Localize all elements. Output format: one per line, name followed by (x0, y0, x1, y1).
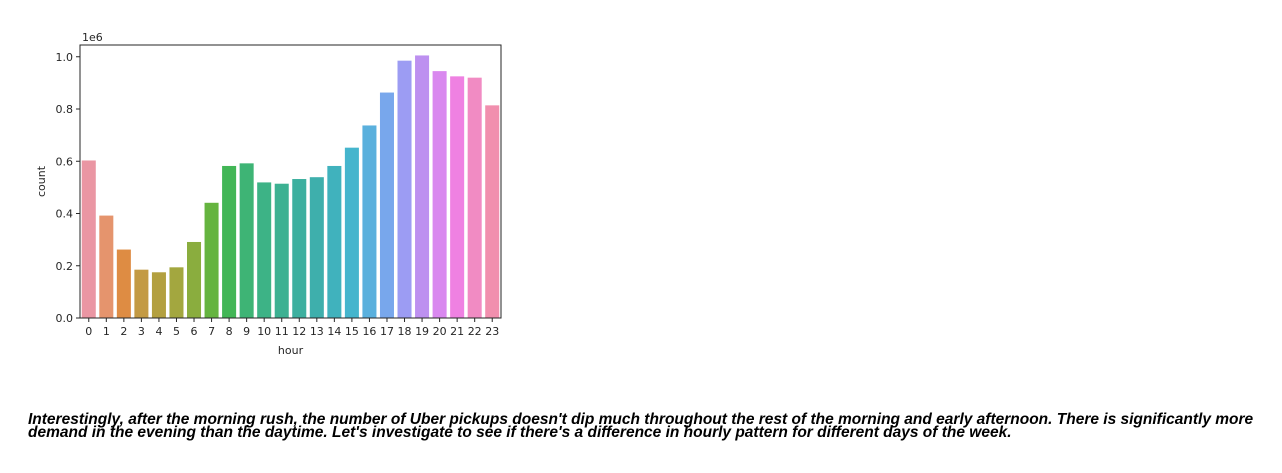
bar-hour-9 (239, 163, 254, 318)
bar-hour-2 (116, 249, 131, 318)
x-tick-label: 9 (243, 325, 250, 338)
y-tick-label: 0.4 (56, 208, 74, 221)
x-axis-label: hour (278, 344, 304, 357)
plot-frame (79, 44, 502, 319)
y-offset-label: 1e6 (82, 31, 103, 44)
hourly-pickups-bar-chart: 0 1 2 3 4 5 6 7 8 9 10 11 12 13 14 15 16 17 18 19 20 21 22 23 0.… (0, 0, 520, 370)
x-tick-label: 6 (191, 325, 198, 338)
bar-hour-3 (134, 269, 149, 318)
x-tick-label: 5 (173, 325, 180, 338)
bar-hour-14 (327, 165, 342, 318)
bar-hour-11 (274, 183, 289, 318)
bar-hour-1 (99, 215, 114, 318)
bar-hour-22 (467, 77, 482, 318)
bar-hour-13 (309, 177, 324, 318)
bar-hour-6 (187, 241, 202, 318)
y-tick-label: 0.8 (56, 103, 74, 116)
x-tick-label: 15 (345, 325, 359, 338)
y-tick-label: 0.6 (56, 155, 74, 168)
chart-svg: 0 1 2 3 4 5 6 7 8 9 10 11 12 13 14 15 16 17 18 19 20 21 22 230.… (35, 31, 502, 357)
y-tick-label: 1.0 (56, 51, 74, 64)
bar-hour-12 (292, 179, 307, 318)
bar-hour-7 (204, 202, 219, 318)
bar-hour-17 (379, 92, 394, 318)
x-tick-label: 13 (310, 325, 324, 338)
x-tick-label: 2 (120, 325, 127, 338)
x-tick-label: 14 (327, 325, 341, 338)
y-axis-label: count (35, 165, 48, 197)
bar-hour-23 (485, 105, 500, 318)
x-tick-label: 22 (468, 325, 482, 338)
x-tick-label: 19 (415, 325, 429, 338)
x-tick-label: 7 (208, 325, 215, 338)
y-tick-label: 0.0 (56, 312, 74, 325)
x-tick-label: 20 (433, 325, 447, 338)
x-tick-label: 8 (226, 325, 233, 338)
bar-hour-8 (222, 165, 237, 318)
x-tick-label: 1 (103, 325, 110, 338)
x-tick-label: 12 (292, 325, 306, 338)
bar-hour-5 (169, 267, 184, 318)
bar-hour-16 (362, 125, 377, 319)
x-tick-label: 23 (485, 325, 499, 338)
commentary-text: Interestingly, after the morning rush, t… (28, 411, 1254, 441)
x-tick-label: 16 (362, 325, 376, 338)
x-tick-label: 3 (138, 325, 145, 338)
bar-hour-0 (81, 160, 96, 318)
bar-hour-19 (415, 55, 430, 318)
x-tick-label: 18 (398, 325, 412, 338)
x-tick-label: 21 (450, 325, 464, 338)
bar-hour-18 (397, 60, 412, 319)
bar-hour-21 (450, 76, 465, 318)
bar-hour-15 (344, 147, 359, 318)
y-tick-label: 0.2 (56, 260, 74, 273)
x-tick-label: 10 (257, 325, 271, 338)
bar-hour-20 (432, 71, 447, 319)
x-tick-label: 11 (275, 325, 289, 338)
x-tick-label: 17 (380, 325, 394, 338)
x-tick-label: 0 (85, 325, 92, 338)
x-tick-label: 4 (155, 325, 162, 338)
bar-hour-4 (151, 272, 166, 318)
bar-hour-10 (257, 182, 272, 318)
